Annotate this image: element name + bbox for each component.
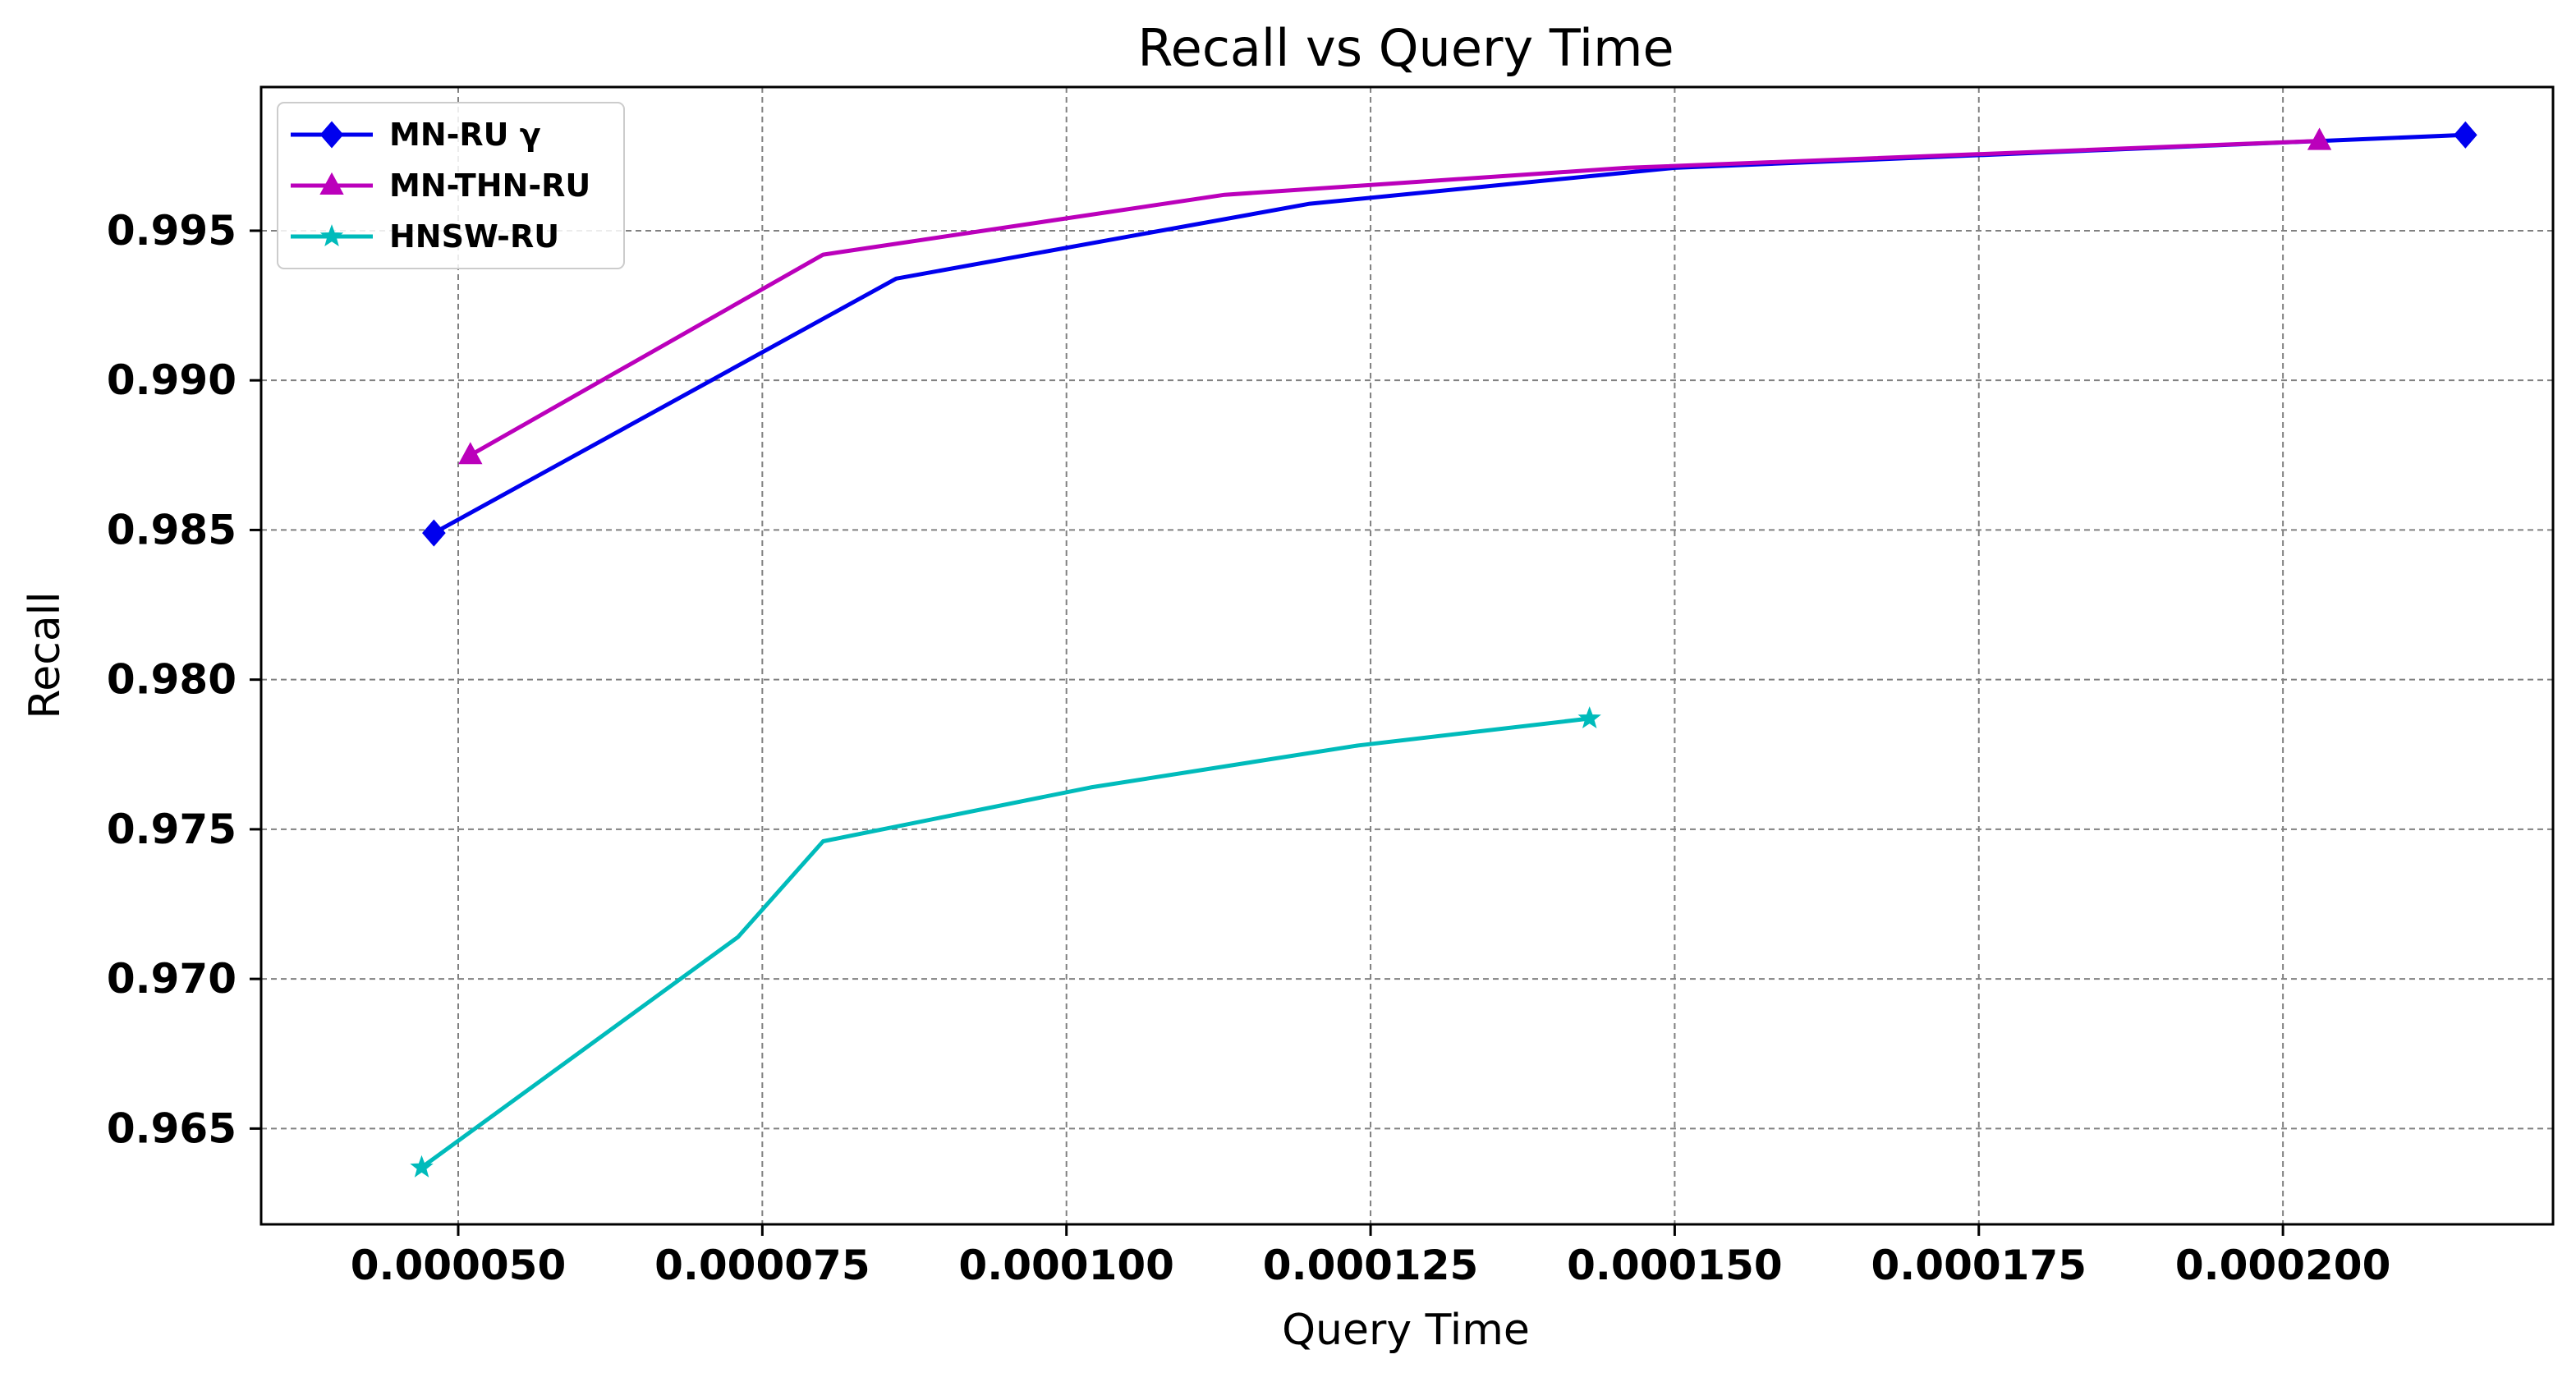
x-tick-label: 0.000125 [1263, 1242, 1479, 1289]
data-point-marker [422, 519, 446, 547]
x-tick-label: 0.000100 [958, 1242, 1174, 1289]
y-tick-label: 0.975 [107, 806, 236, 853]
y-tick-label: 0.980 [107, 656, 236, 704]
x-tick-label: 0.000075 [654, 1242, 870, 1289]
y-tick-label: 0.995 [107, 207, 236, 255]
y-tick-label: 0.970 [107, 955, 236, 1003]
x-tick-label: 0.000175 [1871, 1242, 2087, 1289]
data-point-marker [2307, 127, 2332, 150]
chart-title: Recall vs Query Time [1137, 18, 1674, 78]
plot-area-frame [259, 85, 2555, 1226]
y-axis-ticks: 0.965 0.970 0.975 0.980 0.985 0.990 0.995 [107, 207, 261, 1152]
x-axis-ticks: 0.000050 0.000075 0.000100 0.000125 0.000150… [351, 1224, 2391, 1289]
series-3 [410, 706, 1601, 1178]
legend-marker [319, 172, 344, 195]
series-line [420, 716, 1590, 1169]
y-tick-label: 0.985 [107, 506, 236, 553]
y-tick-label: 0.990 [107, 356, 236, 404]
x-tick-label: 0.000050 [351, 1242, 567, 1289]
legend-label: MN-RU γ [389, 117, 541, 153]
legend: MN-RU γ MN-THN-RU HNSW-RU [277, 102, 625, 269]
legend-label: HNSW-RU [389, 218, 559, 255]
y-axis-label: Recall [21, 591, 70, 719]
series [410, 121, 2477, 1178]
legend-marker [319, 224, 344, 247]
data-point-marker [1577, 706, 1601, 729]
data-point-marker [2454, 121, 2477, 149]
grid [261, 87, 2553, 1224]
x-tick-label: 0.000150 [1567, 1242, 1783, 1289]
legend-box [277, 102, 625, 269]
series-2 [458, 127, 2332, 465]
x-axis-label: Query Time [1282, 1306, 1530, 1355]
data-point-marker [458, 442, 483, 465]
y-tick-label: 0.965 [107, 1104, 236, 1152]
legend-label: MN-THN-RU [389, 168, 590, 204]
data-point-marker [410, 1155, 434, 1178]
x-tick-label: 0.000200 [2175, 1242, 2391, 1289]
series-line [469, 139, 2320, 457]
legend-marker [319, 121, 344, 149]
